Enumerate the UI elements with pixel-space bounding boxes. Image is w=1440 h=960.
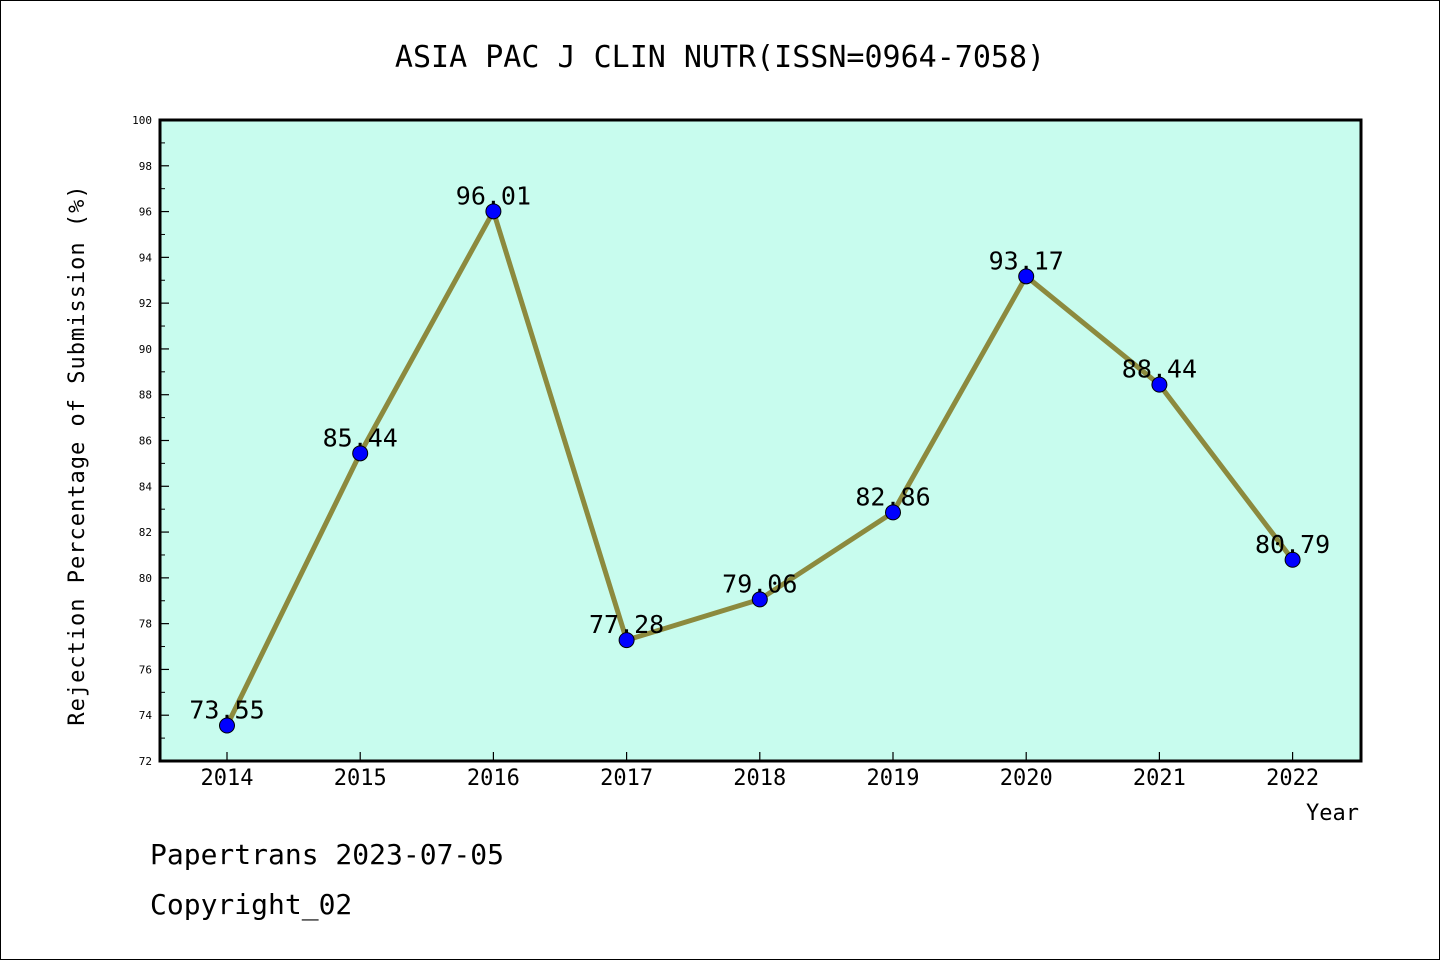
y-tick-label: 92 [139,297,152,310]
data-label: 85.44 [323,423,398,452]
data-label: 77.28 [589,610,664,639]
y-tick-label: 84 [139,480,153,493]
x-tick-label: 2021 [1133,766,1186,791]
y-tick-label: 82 [139,526,152,539]
data-point [1284,551,1301,568]
y-tick-label: 88 [139,389,152,402]
y-tick-label: 90 [139,343,152,356]
y-tick-label: 94 [139,251,153,264]
y-tick-label: 96 [139,206,152,219]
y-tick-label: 78 [139,618,152,631]
x-tick-label: 2017 [600,766,653,791]
x-tick-label: 2016 [467,766,520,791]
data-point [1151,376,1168,393]
data-label: 80.79 [1255,530,1330,559]
y-axis: 72 74 76 78 80 82 84 86 88 90 92 94 96 98 100 [132,114,169,768]
x-tick-label: 2019 [867,766,920,791]
plot-area [160,120,1361,761]
data-point [1018,268,1035,285]
y-tick-label: 74 [139,709,153,722]
data-label: 93.17 [989,246,1064,275]
x-axis: 2014 2015 2016 2017 2018 2019 2020 2021 2022 [201,752,1319,791]
data-label: 82.86 [855,482,930,511]
data-point [219,717,235,734]
data-point [352,445,369,462]
x-tick-label: 2020 [1000,766,1053,791]
y-tick-label: 76 [139,663,152,676]
data-label: 96.01 [456,181,531,210]
data-label: 88.44 [1122,355,1197,384]
data-label: 79.06 [722,569,797,598]
x-tick-label: 2022 [1266,766,1319,791]
y-tick-label: 86 [139,435,152,448]
x-tick-label: 2018 [733,766,786,791]
x-tick-label: 2014 [201,766,254,791]
x-tick-label: 2015 [334,766,387,791]
chart-title: ASIA PAC J CLIN NUTR(ISSN=0964-7058) [395,40,1045,75]
data-label: 73.55 [189,696,264,725]
series-line-group [219,203,1301,734]
plot-border [158,118,1363,763]
data-label-group: 73.55 85.44 96.01 77.28 79.06 82.86 93.17 88.44… [189,181,1330,724]
data-point [485,203,502,220]
y-tick-label: 72 [139,755,152,768]
data-point [751,591,768,608]
data-point [885,504,901,521]
data-point [618,632,635,649]
x-axis-label: Year [1306,801,1359,826]
y-tick-label: 100 [132,114,152,127]
footer-date-text: Papertrans 2023-07-05 [150,838,504,871]
footer-copyright-text: Copyright_02 [150,888,352,922]
y-axis-label: Rejection Percentage of Submission (%) [65,184,90,725]
y-tick-label: 80 [139,572,152,585]
y-tick-label: 98 [139,160,152,173]
